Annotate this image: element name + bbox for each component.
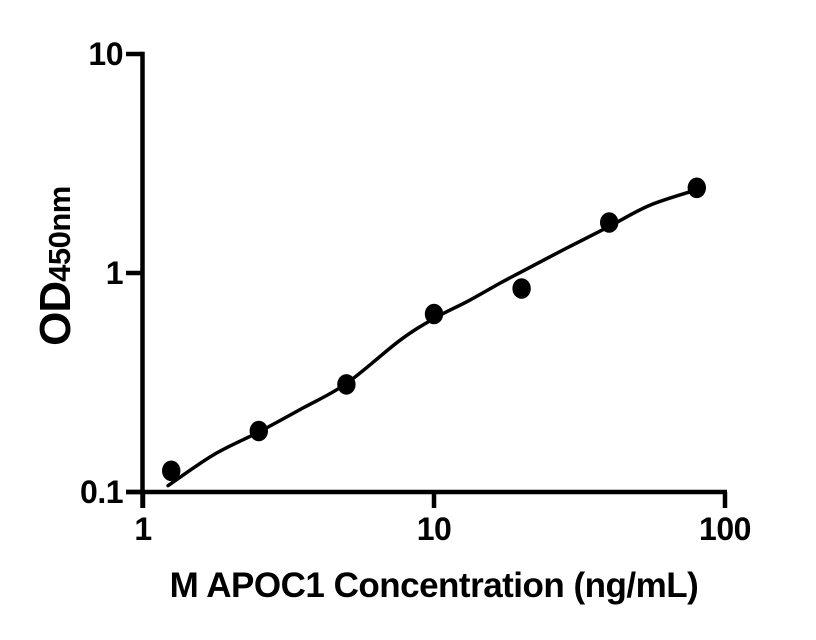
y-tick-label-10: 10 xyxy=(88,35,123,72)
data-point-10 xyxy=(424,303,444,325)
y-tick-label-0.1: 0.1 xyxy=(80,473,123,510)
x-tick-label-100: 100 xyxy=(699,511,751,547)
x-tick-label-1: 1 xyxy=(134,511,152,547)
x-tick-label-10: 10 xyxy=(416,511,452,547)
data-point-20 xyxy=(512,278,531,299)
data-point-40 xyxy=(600,212,619,233)
data-point-2.5 xyxy=(249,420,268,442)
data-point-1.25 xyxy=(162,460,181,482)
x-axis-title: M APOC1 Concentration (ng/mL) xyxy=(169,566,699,605)
fitted-standard-curve xyxy=(166,187,699,488)
data-point-80 xyxy=(687,177,706,199)
y-axis-title-main: OD xyxy=(31,281,80,346)
y-tick-label-1: 1 xyxy=(105,254,124,291)
data-point-5 xyxy=(337,374,356,395)
